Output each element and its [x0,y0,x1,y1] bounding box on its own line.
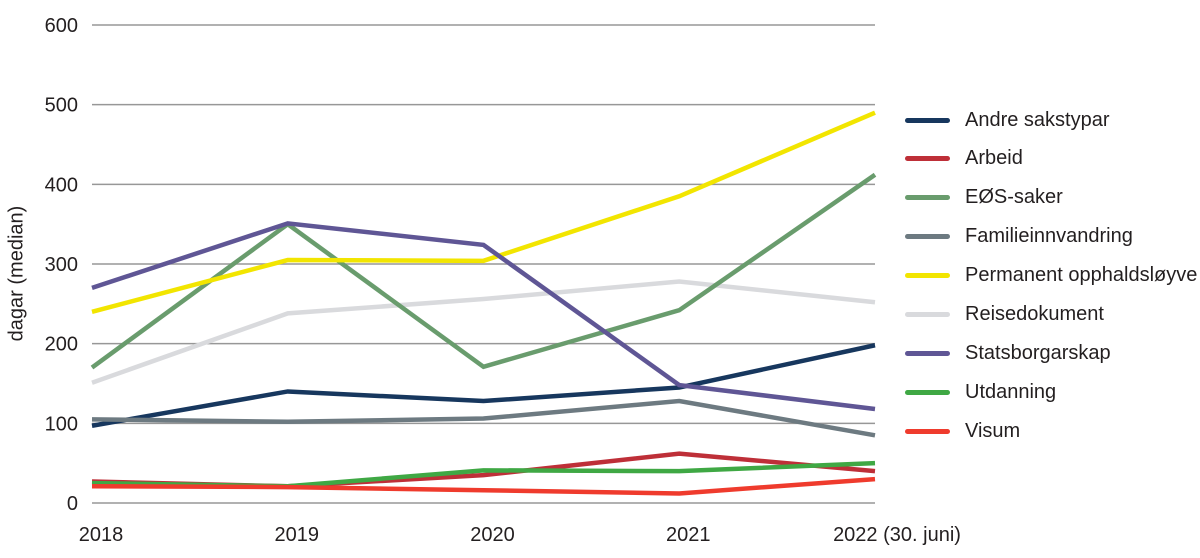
legend-item: EØS-saker [905,181,1063,215]
legend-label: Utdanning [965,380,1057,403]
y-tick-label: 200 [45,334,78,356]
series-line-andre-sakstypar [91,343,876,428]
legend-item: Utdanning [905,375,1056,409]
y-tick-label: 300 [45,254,78,276]
legend-line-swatch [905,273,950,279]
legend-label: Andre sakstypar [965,108,1110,131]
legend-item: Statsborgarskap [905,336,1111,370]
y-tick-label: 400 [45,174,78,196]
legend-line-swatch [905,156,950,162]
legend-line-swatch [905,195,950,201]
series-line-permanent-opphaldsl-yve [91,110,876,314]
legend-label: Permanent opphaldsløyve [965,264,1198,287]
legend-line-swatch [905,117,950,123]
legend-item: Reisedokument [905,298,1104,332]
x-tick-label: 2018 [79,524,124,546]
legend-label: EØS-saker [965,186,1063,209]
legend-label: Statsborgarskap [965,341,1111,364]
x-tick-label: 2020 [470,524,515,546]
x-tick-label: 2021 [666,524,711,546]
legend-line-swatch [905,350,950,356]
legend-label: Reisedokument [965,303,1104,325]
legend-item: Familieinnvandring [905,220,1133,254]
series-line-familieinnvandring [91,398,876,438]
legend-item: Permanent opphaldsløyve [905,259,1197,293]
legend-line-swatch [905,428,950,434]
x-tick-label: 2019 [275,524,320,546]
y-tick-label: 100 [45,413,78,435]
y-tick-label: 500 [45,95,78,117]
legend-line-swatch [905,234,950,240]
series-line-reisedokument [91,279,876,385]
legend-label: Familieinnvandring [965,225,1133,248]
y-tick-label: 0 [67,493,78,515]
legend-label: Arbeid [965,147,1023,170]
legend-item: Arbeid [905,142,1023,176]
series-line-statsborgarskap [91,221,876,412]
y-tick-label: 600 [45,15,78,37]
legend-item: Andre sakstypar [905,103,1110,137]
series-line-e-s-saker [90,172,877,370]
legend-line-swatch [905,312,950,317]
x-tick-label: 2022 (30. juni) [833,524,961,546]
legend-item: Visum [905,414,1020,448]
legend-line-swatch [905,389,950,395]
legend-label: Visum [965,419,1021,442]
series-line-visum [91,476,876,496]
